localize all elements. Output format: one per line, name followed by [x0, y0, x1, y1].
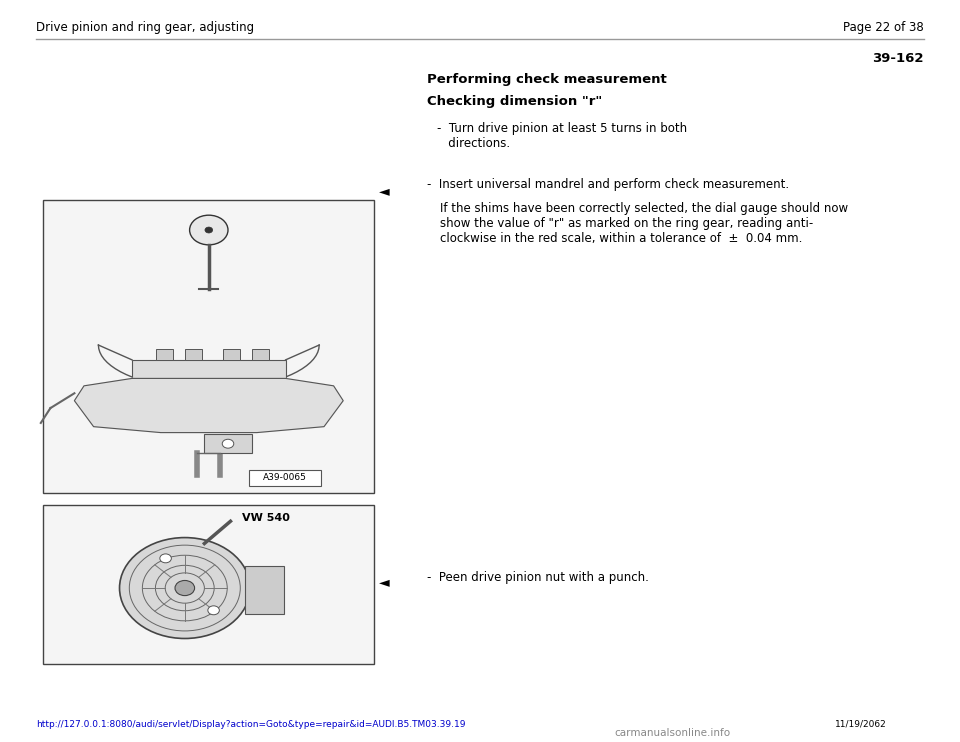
Text: ◄: ◄ — [378, 576, 390, 589]
Text: clockwise in the red scale, within a tolerance of  ±  0.04 mm.: clockwise in the red scale, within a tol… — [440, 232, 802, 245]
Circle shape — [175, 580, 195, 596]
Text: -  Peen drive pinion nut with a punch.: - Peen drive pinion nut with a punch. — [427, 571, 649, 584]
Bar — [249, 470, 321, 486]
Text: 11/19/2062: 11/19/2062 — [835, 720, 887, 729]
Text: ◄: ◄ — [378, 184, 390, 197]
Text: A39-0065: A39-0065 — [263, 473, 306, 482]
Circle shape — [222, 439, 234, 448]
Bar — [245, 565, 283, 614]
Text: -  Turn drive pinion at least 5 turns in both: - Turn drive pinion at least 5 turns in … — [437, 122, 687, 135]
Bar — [184, 349, 202, 360]
Circle shape — [189, 215, 228, 245]
Bar — [43, 505, 374, 664]
Bar — [43, 200, 374, 493]
Bar — [252, 349, 269, 360]
Circle shape — [207, 605, 219, 614]
Text: Checking dimension "r": Checking dimension "r" — [427, 95, 603, 108]
Text: Performing check measurement: Performing check measurement — [427, 73, 667, 86]
Polygon shape — [74, 378, 344, 433]
Text: VW 540: VW 540 — [242, 513, 290, 523]
Bar — [132, 360, 286, 378]
Text: http://127.0.0.1:8080/audi/servlet/Display?action=Goto&type=repair&id=AUDI.B5.TM: http://127.0.0.1:8080/audi/servlet/Displ… — [36, 720, 466, 729]
Text: Page 22 of 38: Page 22 of 38 — [843, 21, 924, 34]
Text: directions.: directions. — [437, 137, 510, 151]
Circle shape — [159, 554, 171, 562]
Text: carmanualsonline.info: carmanualsonline.info — [614, 728, 730, 738]
Text: 39-162: 39-162 — [872, 52, 924, 65]
Bar — [204, 434, 252, 453]
Circle shape — [119, 537, 250, 638]
Bar — [223, 349, 240, 360]
Text: show the value of "r" as marked on the ring gear, reading anti-: show the value of "r" as marked on the r… — [440, 217, 813, 230]
Bar — [156, 349, 173, 360]
Circle shape — [204, 227, 212, 233]
Text: -  Insert universal mandrel and perform check measurement.: - Insert universal mandrel and perform c… — [427, 178, 789, 191]
Text: If the shims have been correctly selected, the dial gauge should now: If the shims have been correctly selecte… — [440, 202, 848, 215]
Text: Drive pinion and ring gear, adjusting: Drive pinion and ring gear, adjusting — [36, 21, 254, 34]
